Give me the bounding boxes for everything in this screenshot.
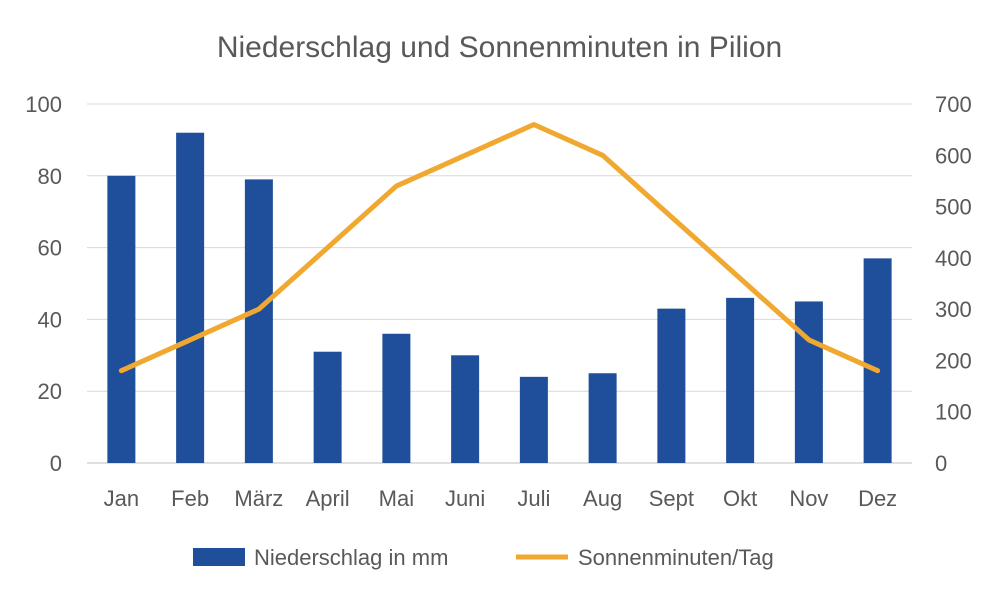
bar: [244, 179, 273, 463]
bar: [588, 373, 617, 463]
x-tick-label: Juni: [445, 486, 485, 511]
x-tick-label: Okt: [723, 486, 757, 511]
bar: [519, 376, 548, 463]
legend-line-label: Sonnenminuten/Tag: [578, 545, 774, 570]
bar: [863, 258, 892, 463]
gridlines: [87, 103, 912, 464]
x-tick-label: Sept: [649, 486, 694, 511]
y-right-tick-label: 0: [935, 451, 947, 476]
x-tick-label: Dez: [858, 486, 897, 511]
x-tick-label: Jan: [104, 486, 139, 511]
axes: 0 20 40 60 80 100 0 100 200 300 400 500 600 700 Jan Feb…: [25, 92, 971, 511]
y-right-tick-label: 100: [935, 400, 972, 425]
y-right-tick-label: 500: [935, 195, 972, 220]
y-left-tick-label: 100: [25, 92, 62, 117]
line-series: [118, 122, 881, 374]
x-tick-label: April: [306, 486, 350, 511]
y-right-tick-label: 600: [935, 143, 972, 168]
y-right-tick-label: 200: [935, 348, 972, 373]
x-tick-label: März: [234, 486, 283, 511]
y-left-tick-label: 0: [50, 451, 62, 476]
bar: [382, 333, 411, 463]
y-left-tick-label: 40: [38, 307, 62, 332]
x-tick-label: Juli: [517, 486, 550, 511]
bar: [176, 132, 205, 463]
legend-bar-label: Niederschlag in mm: [254, 545, 448, 570]
x-tick-label: Feb: [171, 486, 209, 511]
y-left-tick-label: 60: [38, 236, 62, 261]
legend: Niederschlag in mm Sonnenminuten/Tag: [193, 545, 774, 570]
series-line: [118, 122, 881, 374]
chart-title: Niederschlag und Sonnenminuten in Pilion: [217, 31, 782, 64]
y-right-tick-label: 300: [935, 297, 972, 322]
legend-bar-swatch: [193, 548, 245, 566]
bar: [794, 301, 823, 463]
y-left-tick-label: 80: [38, 164, 62, 189]
y-left-tick-label: 20: [38, 379, 62, 404]
bar: [451, 355, 480, 463]
y-right-tick-label: 700: [935, 92, 972, 117]
x-tick-label: Mai: [379, 486, 414, 511]
bar: [313, 351, 342, 463]
x-tick-label: Nov: [789, 486, 828, 511]
bar: [726, 297, 755, 463]
bar-series: [107, 132, 892, 464]
x-tick-label: Aug: [583, 486, 622, 511]
bar: [657, 308, 686, 463]
bar: [107, 175, 136, 464]
y-right-tick-label: 400: [935, 246, 972, 271]
